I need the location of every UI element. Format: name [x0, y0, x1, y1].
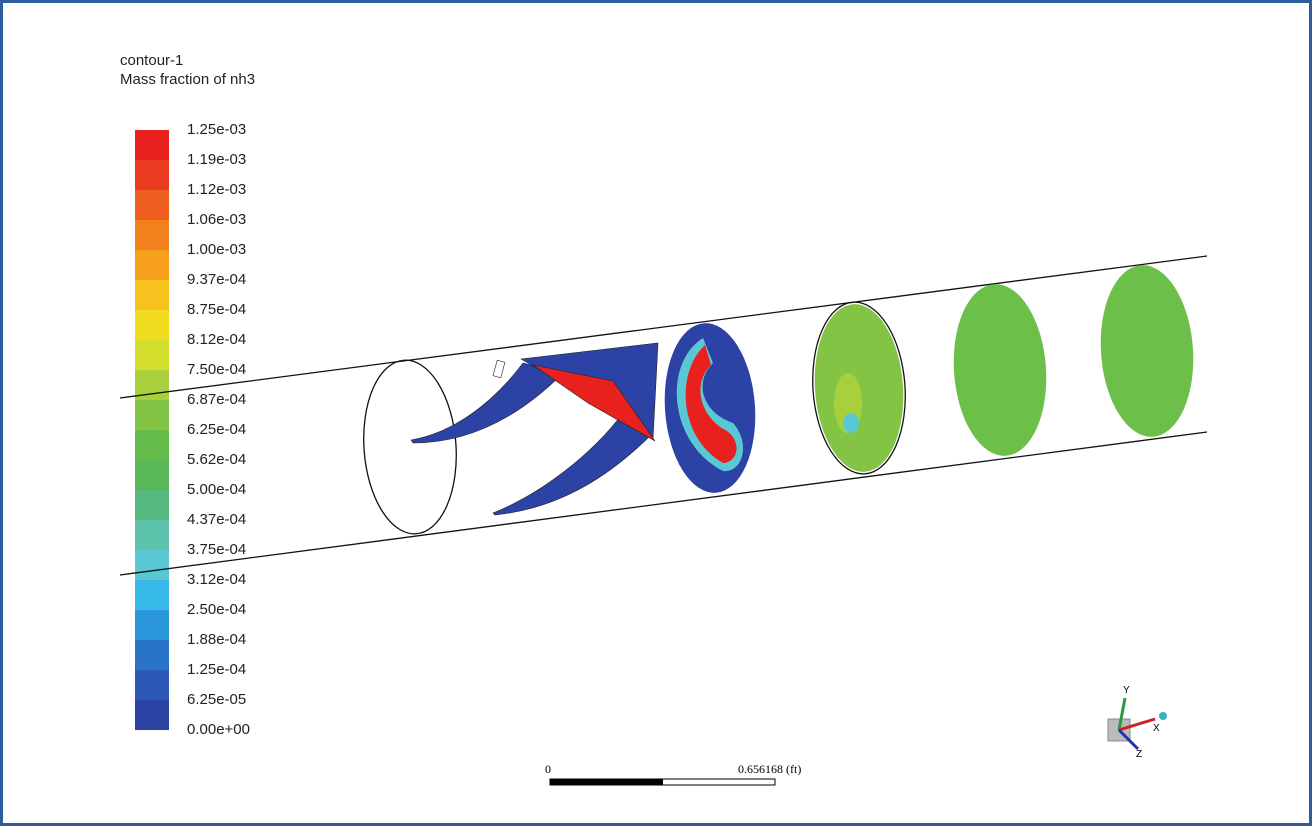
color-band [135, 580, 169, 610]
color-band [135, 250, 169, 280]
color-band [135, 460, 169, 490]
color-band [135, 700, 169, 730]
color-band [135, 550, 169, 580]
scale-end: 0.656168 (ft) [738, 762, 801, 776]
viewport: contour-1 Mass fraction of nh3 1.25e-031… [119, 52, 1208, 786]
legend-title: contour-1 [120, 52, 183, 69]
color-band [135, 220, 169, 250]
color-bar-label: 8.75e-04 [187, 301, 246, 318]
color-bar-label: 6.25e-04 [187, 421, 246, 438]
color-bar-label: 4.37e-04 [187, 511, 246, 528]
color-band [135, 490, 169, 520]
pipe [119, 255, 1208, 576]
color-band [135, 430, 169, 460]
color-bar-label: 9.37e-04 [187, 271, 246, 288]
color-bar-label: 1.88e-04 [187, 631, 246, 648]
scale-start: 0 [545, 762, 551, 776]
triad-x: X [1153, 723, 1160, 734]
color-bar-label: 7.50e-04 [187, 361, 246, 378]
triad-y: Y [1123, 685, 1130, 696]
color-bar-label: 6.25e-05 [187, 691, 246, 708]
color-band [135, 160, 169, 190]
color-band [135, 400, 169, 430]
color-bar-label: 6.87e-04 [187, 391, 246, 408]
scale-bar: 0 0.656168 (ft) [545, 762, 801, 786]
color-bar-label: 0.00e+00 [187, 721, 250, 738]
color-band [135, 610, 169, 640]
color-bar-label: 5.00e-04 [187, 481, 246, 498]
color-bar-label: 1.19e-03 [187, 151, 246, 168]
color-bar-label: 3.12e-04 [187, 571, 246, 588]
color-band [135, 310, 169, 340]
color-bar-label: 1.25e-03 [187, 121, 246, 138]
color-bar-label: 5.62e-04 [187, 451, 246, 468]
color-bar-label: 1.06e-03 [187, 211, 246, 228]
color-bar-label: 1.12e-03 [187, 181, 246, 198]
legend-subtitle: Mass fraction of nh3 [120, 71, 255, 88]
color-band [135, 190, 169, 220]
color-bar-label: 1.00e-03 [187, 241, 246, 258]
color-bar: 1.25e-03 1.19e-03 1.12e-03 1.06e-03 1.00e-03… [135, 121, 250, 738]
axis-triad: Y X Z [1107, 685, 1167, 760]
color-bar-label: 8.12e-04 [187, 331, 246, 348]
color-bar-label: 3.75e-04 [187, 541, 246, 558]
color-band [135, 670, 169, 700]
contour-slices [664, 265, 1194, 493]
triad-z: Z [1136, 749, 1142, 760]
color-band [135, 520, 169, 550]
mixer-blades [410, 342, 659, 516]
color-bar-label: 1.25e-04 [187, 661, 246, 678]
color-band [135, 130, 169, 160]
color-band [135, 280, 169, 310]
color-bar-label: 2.50e-04 [187, 601, 246, 618]
color-band [135, 640, 169, 670]
color-band [135, 340, 169, 370]
